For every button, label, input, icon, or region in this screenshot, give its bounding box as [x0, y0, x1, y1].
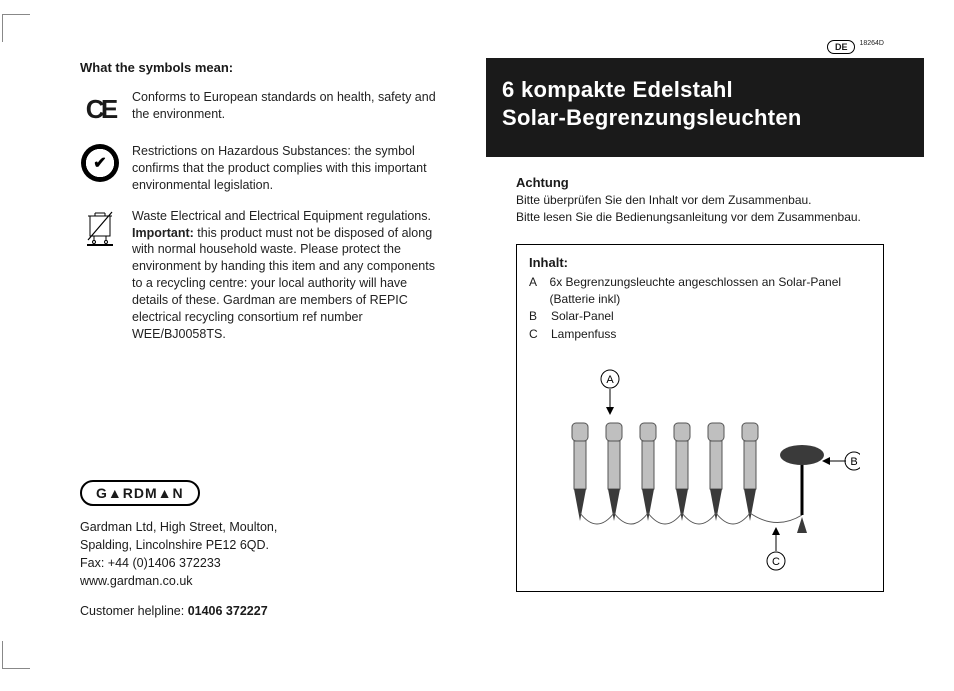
helpline-number: 01406 372227 [188, 604, 268, 618]
contents-label: B [529, 308, 541, 325]
callout-b-label: B [850, 456, 857, 468]
crop-mark-top-left [2, 14, 30, 42]
attention-block: Achtung Bitte überprüfen Sie den Inhalt … [516, 175, 884, 226]
symbol-row-rohs: Restrictions on Hazardous Substances: th… [80, 143, 438, 194]
contents-item: C Lampenfuss [529, 326, 871, 343]
callout-c-label: C [772, 556, 780, 568]
symbol-row-weee: Waste Electrical and Electrical Equipmen… [80, 208, 438, 343]
contents-label: C [529, 326, 541, 343]
weee-bin-icon [80, 208, 120, 248]
contents-text: 6x Begrenzungsleuchte angeschlossen an S… [550, 274, 871, 309]
solar-panel-graphic [780, 445, 824, 533]
contents-item: B Solar-Panel [529, 308, 871, 325]
company-line: Fax: +44 (0)1406 372233 [80, 554, 438, 572]
doc-title: 6 kompakte Edelstahl Solar-Begrenzungsle… [502, 76, 908, 131]
company-line: Gardman Ltd, High Street, Moulton, [80, 518, 438, 536]
title-line-1: 6 kompakte Edelstahl [502, 77, 733, 102]
contents-box: Inhalt: A 6x Begrenzungsleuchte angeschl… [516, 244, 884, 593]
company-address: Gardman Ltd, High Street, Moulton, Spald… [80, 518, 438, 591]
contents-label: A [529, 274, 540, 309]
rohs-badge-icon [80, 143, 120, 183]
company-footer: G▲RDM▲N Gardman Ltd, High Street, Moulto… [80, 480, 438, 619]
helpline-label: Customer helpline: [80, 604, 188, 618]
company-line: Spalding, Lincolnshire PE12 6QD. [80, 536, 438, 554]
lang-row: DE 18264D [516, 40, 884, 54]
contents-text: Lampenfuss [551, 326, 616, 343]
attention-line: Bitte überprüfen Sie den Inhalt vor dem … [516, 192, 884, 209]
contents-text: Solar-Panel [551, 308, 614, 325]
doc-number: 18264D [859, 40, 884, 47]
brand-logo: G▲RDM▲N [80, 480, 200, 506]
ce-mark-icon: C E [80, 89, 120, 129]
lang-badge: DE [827, 40, 856, 54]
title-line-2: Solar-Begrenzungsleuchten [502, 105, 802, 130]
crop-mark-bottom-left [2, 641, 30, 669]
attention-body: Bitte überprüfen Sie den Inhalt vor dem … [516, 192, 884, 226]
attention-line: Bitte lesen Sie die Bedienungsanleitung … [516, 209, 884, 226]
helpline: Customer helpline: 01406 372227 [80, 604, 438, 618]
callout-a-label: A [606, 374, 614, 386]
attention-heading: Achtung [516, 175, 884, 190]
page-left: What the symbols mean: C E Conforms to E… [30, 20, 468, 640]
symbol-text: Waste Electrical and Electrical Equipmen… [132, 208, 438, 343]
diagram: A B [529, 365, 871, 575]
symbol-text: Conforms to European standards on health… [132, 89, 438, 129]
contents-heading: Inhalt: [529, 255, 871, 270]
symbol-row-ce: C E Conforms to European standards on he… [80, 89, 438, 129]
contents-list: A 6x Begrenzungsleuchte angeschlossen an… [529, 274, 871, 344]
symbol-text: Restrictions on Hazardous Substances: th… [132, 143, 438, 194]
symbol-list: C E Conforms to European standards on he… [80, 89, 438, 343]
company-line: www.gardman.co.uk [80, 572, 438, 590]
title-panel: 6 kompakte Edelstahl Solar-Begrenzungsle… [486, 58, 924, 157]
page-right: DE 18264D 6 kompakte Edelstahl Solar-Beg… [486, 20, 924, 640]
symbols-heading: What the symbols mean: [80, 60, 438, 75]
contents-item: A 6x Begrenzungsleuchte angeschlossen an… [529, 274, 871, 309]
